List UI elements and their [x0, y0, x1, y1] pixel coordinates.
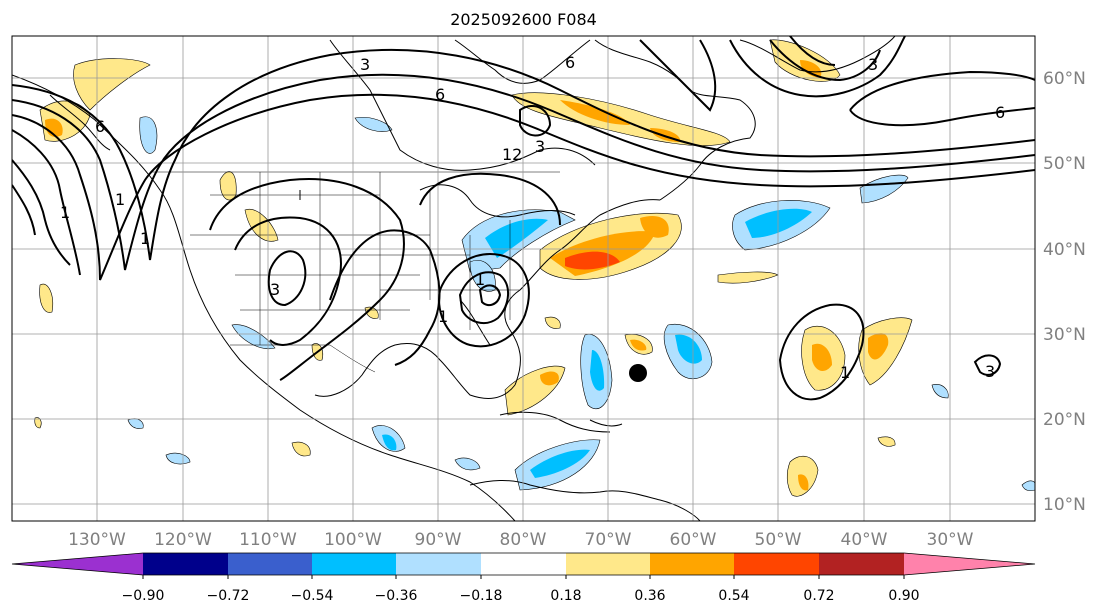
contour-labels: 6 3 6 12 3 1 3 3 1 1 1 1 6 3 6 1 — [60, 53, 1005, 382]
colorbar-segment — [650, 553, 734, 575]
contour-label: 3 — [985, 362, 995, 381]
lon-label: 40°W — [841, 530, 888, 550]
lon-label: 70°W — [585, 530, 632, 550]
lon-label: 60°W — [670, 530, 717, 550]
colorbar-tick-label: −0.18 — [460, 588, 503, 604]
lon-label: 130°W — [68, 530, 126, 550]
colorbar-segment — [566, 553, 650, 575]
negative-anomaly-shading — [127, 116, 1035, 492]
lon-label: 30°W — [927, 530, 974, 550]
lat-label: 60°N — [1043, 69, 1086, 89]
contour-label: 6 — [435, 85, 445, 104]
contour-label: 1 — [115, 190, 125, 209]
contour-label: 6 — [565, 53, 575, 72]
colorbar-tick-label: −0.36 — [375, 588, 418, 604]
contour-label: 6 — [95, 117, 105, 136]
colorbar-segment — [734, 553, 819, 575]
map-frame — [11, 35, 1036, 522]
colorbar-tick-label: 0.36 — [634, 588, 665, 604]
colorbar — [11, 552, 1036, 579]
contour-label: 1 — [840, 363, 850, 382]
map-title: 2025092600 F084 — [450, 10, 597, 29]
lon-label: 100°W — [324, 530, 382, 550]
contour-label: 1 — [438, 307, 448, 326]
lat-label: 50°N — [1043, 154, 1086, 174]
colorbar-tick-label: 0.54 — [718, 588, 749, 604]
lon-label: 50°W — [755, 530, 802, 550]
contour-label: 3 — [360, 55, 370, 74]
colorbar-tick-labels: −0.90 −0.72 −0.54 −0.36 −0.18 0.18 0.36 … — [122, 588, 920, 604]
storm-position-marker — [629, 364, 647, 382]
colorbar-segment — [312, 553, 396, 575]
colorbar-tick-label: 0.72 — [803, 588, 834, 604]
contour-label: 1 — [140, 229, 150, 248]
lat-label: 20°N — [1043, 410, 1086, 430]
contour-label: 6 — [995, 103, 1005, 122]
lon-label: 120°W — [154, 530, 212, 550]
lon-label: 90°W — [415, 530, 462, 550]
contour-label: 12 — [502, 145, 522, 164]
lat-label: 30°N — [1043, 325, 1086, 345]
colorbar-segment — [12, 553, 143, 575]
map-background — [12, 36, 1035, 521]
lon-label: 80°W — [500, 530, 547, 550]
colorbar-segment — [481, 553, 566, 575]
colorbar-tick-label: −0.72 — [207, 588, 250, 604]
contour-label: 1 — [475, 270, 485, 289]
colorbar-segment — [904, 553, 1035, 575]
lat-label: 40°N — [1043, 240, 1086, 260]
colorbar-tick-label: −0.90 — [122, 588, 165, 604]
colorbar-segment — [228, 553, 312, 575]
contour-label: 3 — [535, 137, 545, 156]
colorbar-tick-label: 0.90 — [888, 588, 919, 604]
colorbar-tick-label: −0.54 — [291, 588, 334, 604]
colorbar-segment — [396, 553, 481, 575]
colorbar-segment — [143, 553, 228, 575]
contour-label: 1 — [60, 203, 70, 222]
longitude-labels: 130°W 120°W 110°W 100°W 90°W 80°W 70°W 6… — [68, 530, 974, 550]
lat-label: 10°N — [1043, 495, 1086, 515]
latitude-labels: 60°N 50°N 40°N 30°N 20°N 10°N — [1043, 69, 1086, 515]
contour-label: 3 — [868, 55, 878, 74]
lon-label: 110°W — [239, 530, 297, 550]
contour-label: 3 — [270, 280, 280, 299]
graticule — [12, 36, 1035, 521]
colorbar-tick-label: 0.18 — [550, 588, 581, 604]
height-contours — [12, 36, 1035, 401]
colorbar-segment — [819, 553, 904, 575]
